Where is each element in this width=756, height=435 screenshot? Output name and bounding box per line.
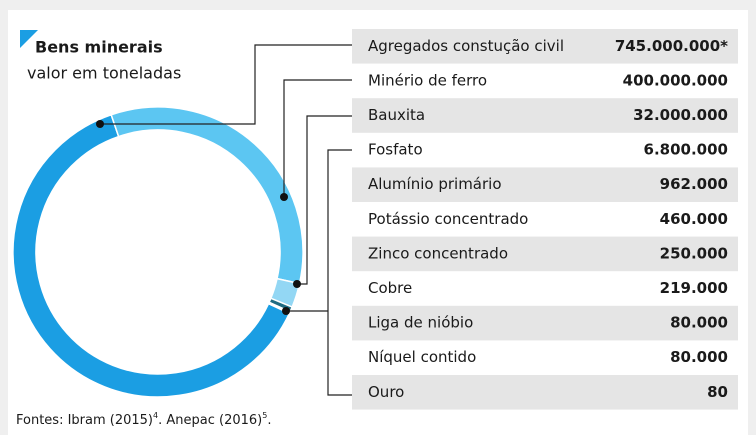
leader-dot <box>280 193 288 201</box>
table-row <box>352 375 738 410</box>
leader <box>283 79 352 197</box>
row-label: Minério de ferro <box>368 71 487 89</box>
leader <box>297 115 352 285</box>
row-value: 745.000.000* <box>615 37 728 55</box>
table-row <box>352 167 738 202</box>
source-part: . <box>267 413 271 428</box>
row-value: 80 <box>707 383 728 401</box>
leader-dot <box>96 120 104 128</box>
title-marker <box>20 30 38 48</box>
row-value: 80.000 <box>670 348 728 366</box>
table: Agregados constução civil 745.000.000* Min… <box>352 29 738 410</box>
leader <box>100 44 352 125</box>
table-row <box>352 98 738 133</box>
row-value: 32.000.000 <box>633 106 728 124</box>
row-value: 219.000 <box>660 279 728 297</box>
table-row <box>352 29 738 64</box>
row-label: Cobre <box>368 279 412 297</box>
source: Fontes: Ibram (2015)4. Anepac (2016)5. <box>16 411 271 428</box>
leader <box>286 149 352 396</box>
row-label: Fosfato <box>368 141 423 159</box>
leader-dot <box>293 280 301 288</box>
row-value: 80.000 <box>670 314 728 332</box>
row-value: 962.000 <box>660 175 728 193</box>
donut-slice <box>12 113 291 398</box>
row-value: 400.000.000 <box>623 71 728 89</box>
leader-lines <box>96 44 352 396</box>
row-value: 460.000 <box>660 210 728 228</box>
leader-dot <box>282 307 290 315</box>
source-part: Fontes: Ibram (2015) <box>16 413 153 428</box>
row-label: Zinco concentrado <box>368 244 508 262</box>
row-label: Ouro <box>368 383 404 401</box>
chart-title: Bens minerais <box>35 38 163 57</box>
source-sup: 4 <box>153 411 158 420</box>
row-label: Agregados constução civil <box>368 37 564 55</box>
source-sup: 5 <box>262 411 267 420</box>
chart-subtitle: valor em toneladas <box>27 64 181 83</box>
source-part: . Anepac (2016) <box>158 413 262 428</box>
row-value: 6.800.000 <box>644 141 728 159</box>
row-label: Potássio concentrado <box>368 210 528 228</box>
row-label: Níquel contido <box>368 348 476 366</box>
table-row <box>352 236 738 272</box>
row-value: 250.000 <box>660 244 728 262</box>
row-label: Alumínio primário <box>368 175 502 193</box>
row-label: Liga de nióbio <box>368 314 473 332</box>
row-label: Bauxita <box>368 106 425 124</box>
table-row <box>352 305 738 341</box>
panel <box>8 10 748 435</box>
